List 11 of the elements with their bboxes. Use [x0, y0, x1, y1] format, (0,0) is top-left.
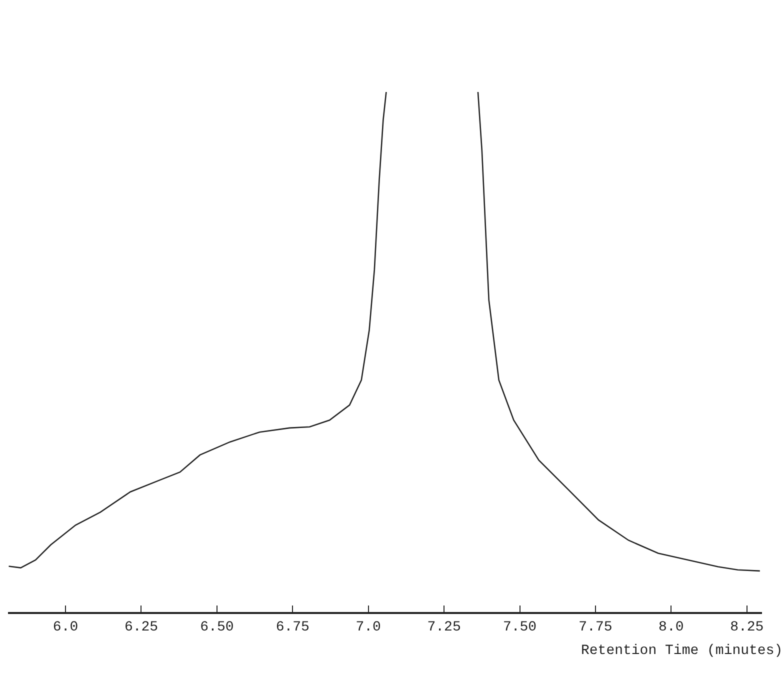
x-tick-label: 8.0 — [658, 620, 684, 636]
x-tick-label: 6.0 — [52, 620, 78, 636]
x-tick-label: 7.25 — [427, 620, 461, 636]
x-tick-label: 6.50 — [200, 620, 234, 636]
x-tick-label: 7.50 — [502, 620, 537, 636]
x-tick-label: 6.75 — [276, 620, 310, 636]
x-tick-label: 7.75 — [578, 620, 612, 636]
x-axis-title: Retention Time (minutes) — [581, 643, 782, 659]
x-tick-label: 7.0 — [356, 620, 381, 636]
x-tick-label: 6.25 — [124, 620, 158, 636]
x-tick-label: 8.25 — [730, 620, 764, 636]
